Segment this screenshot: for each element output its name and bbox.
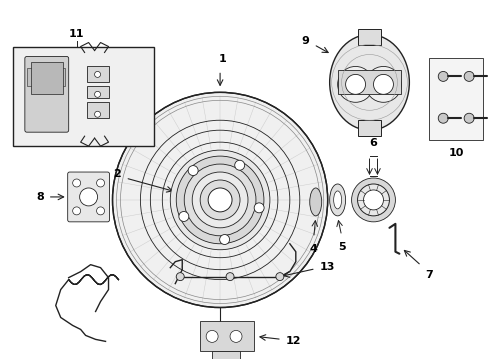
Bar [212,351,240,360]
Circle shape [463,113,473,123]
Bar [337,71,401,94]
Circle shape [200,180,240,220]
Circle shape [351,178,395,222]
Circle shape [96,179,104,187]
Circle shape [363,190,383,210]
Text: 10: 10 [447,148,463,158]
Text: 6: 6 [369,138,377,148]
Circle shape [206,330,218,342]
Ellipse shape [329,35,408,130]
Circle shape [94,91,101,97]
Bar [86,67,108,82]
Bar [27,68,35,86]
Circle shape [176,273,184,280]
Text: 13: 13 [319,262,334,272]
Text: 11: 11 [69,28,84,39]
Bar [428,58,482,140]
Circle shape [112,92,327,307]
FancyBboxPatch shape [25,57,68,132]
Bar [86,102,108,118]
Text: 5: 5 [337,242,345,252]
Text: 8: 8 [36,192,44,202]
Circle shape [94,71,101,77]
Circle shape [463,71,473,81]
FancyBboxPatch shape [67,172,109,222]
Circle shape [176,156,264,244]
Ellipse shape [333,191,341,209]
Circle shape [73,207,81,215]
Circle shape [229,330,242,342]
Ellipse shape [309,188,321,216]
Text: 9: 9 [301,36,309,46]
Text: 12: 12 [285,336,301,346]
Circle shape [225,273,234,280]
Circle shape [437,113,447,123]
Bar [86,86,108,98]
Circle shape [179,211,188,221]
Circle shape [208,188,232,212]
Circle shape [234,160,244,170]
Text: 7: 7 [425,270,432,280]
Circle shape [437,71,447,81]
Bar [200,321,253,351]
Text: 1: 1 [218,54,225,64]
Circle shape [275,273,283,280]
Bar [357,120,381,136]
Bar [357,28,381,45]
Text: 2: 2 [113,169,120,179]
Bar [13,46,154,146]
Circle shape [357,184,388,216]
Bar [31,62,62,94]
Ellipse shape [329,184,345,216]
Circle shape [170,150,269,250]
Circle shape [365,67,401,102]
Circle shape [94,111,101,117]
Circle shape [73,179,81,187]
Text: 4: 4 [309,244,317,254]
Circle shape [337,67,373,102]
Circle shape [96,207,104,215]
Text: 3: 3 [218,333,225,343]
Circle shape [254,203,264,213]
Circle shape [188,166,198,176]
Bar [59,68,64,86]
Circle shape [192,172,247,228]
Circle shape [345,75,365,94]
Circle shape [184,164,255,236]
Circle shape [219,234,229,244]
Circle shape [80,188,98,206]
Circle shape [373,75,393,94]
